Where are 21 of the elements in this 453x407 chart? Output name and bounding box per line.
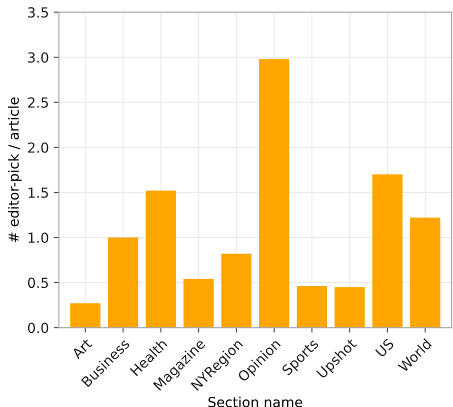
y-tick-label: 1.0 <box>28 232 48 243</box>
y-tick-label: 2.5 <box>28 97 48 108</box>
y-axis-title: # editor-pick / article <box>8 97 22 242</box>
bar <box>146 190 176 328</box>
x-axis-title: Section name <box>208 396 302 407</box>
bar <box>334 287 365 328</box>
y-tick-label: 1.5 <box>28 188 48 198</box>
bar <box>372 174 403 328</box>
bar <box>410 218 440 328</box>
bar <box>70 303 100 328</box>
bar <box>296 286 328 328</box>
bar <box>259 59 290 328</box>
y-tick-label: 3.0 <box>28 52 48 63</box>
y-tick-label: 0.5 <box>28 278 48 288</box>
x-tick-label: US <box>375 338 394 358</box>
y-tick-label: 2.0 <box>28 142 48 153</box>
y-tick-label: 3.5 <box>28 7 48 18</box>
bar <box>184 278 214 328</box>
bar <box>221 254 252 328</box>
y-tick-label: 0.0 <box>28 322 48 334</box>
bar <box>108 238 138 328</box>
